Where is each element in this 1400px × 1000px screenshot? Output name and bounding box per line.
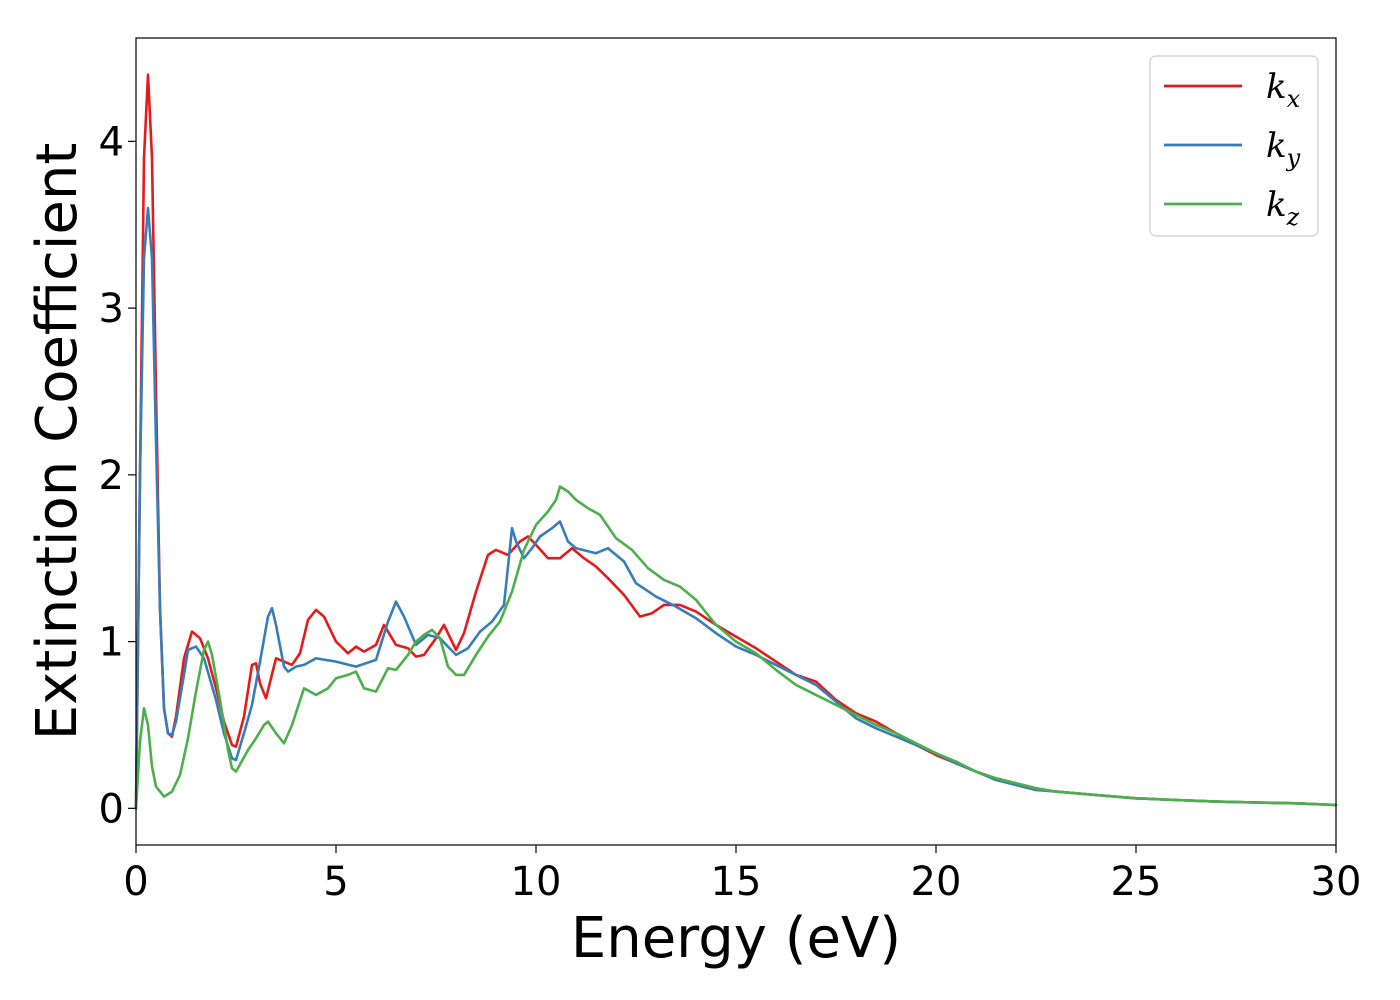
x-tick-label: 5 [323,859,348,905]
y-tick-label: 2 [99,453,124,499]
legend: kx ky kz [1149,55,1319,237]
x-tick-label: 20 [911,859,962,905]
legend-label-x: kx [1266,67,1301,113]
y-axis-label: Extinction Coefficient [25,143,90,741]
x-tick-label: 30 [1311,859,1362,905]
x-tick-label: 10 [511,859,562,905]
x-axis-label: Energy (eV) [571,906,901,971]
x-tick-label: 15 [711,859,762,905]
y-tick-label: 1 [99,620,124,666]
y-axis: 0 1 2 3 4 [99,119,136,832]
series-line-y [134,206,1338,810]
legend-label-z: kz [1266,185,1300,231]
x-axis: 0 5 10 15 20 25 30 [123,845,1361,905]
series-layer [134,73,1338,810]
y-tick-label: 4 [99,119,124,165]
legend-label-y: ky [1266,126,1301,172]
x-tick-label: 25 [1111,859,1162,905]
y-tick-label: 3 [99,286,124,332]
x-tick-label: 0 [123,859,148,905]
y-tick-label: 0 [99,786,124,832]
series-line-z [134,485,1338,810]
